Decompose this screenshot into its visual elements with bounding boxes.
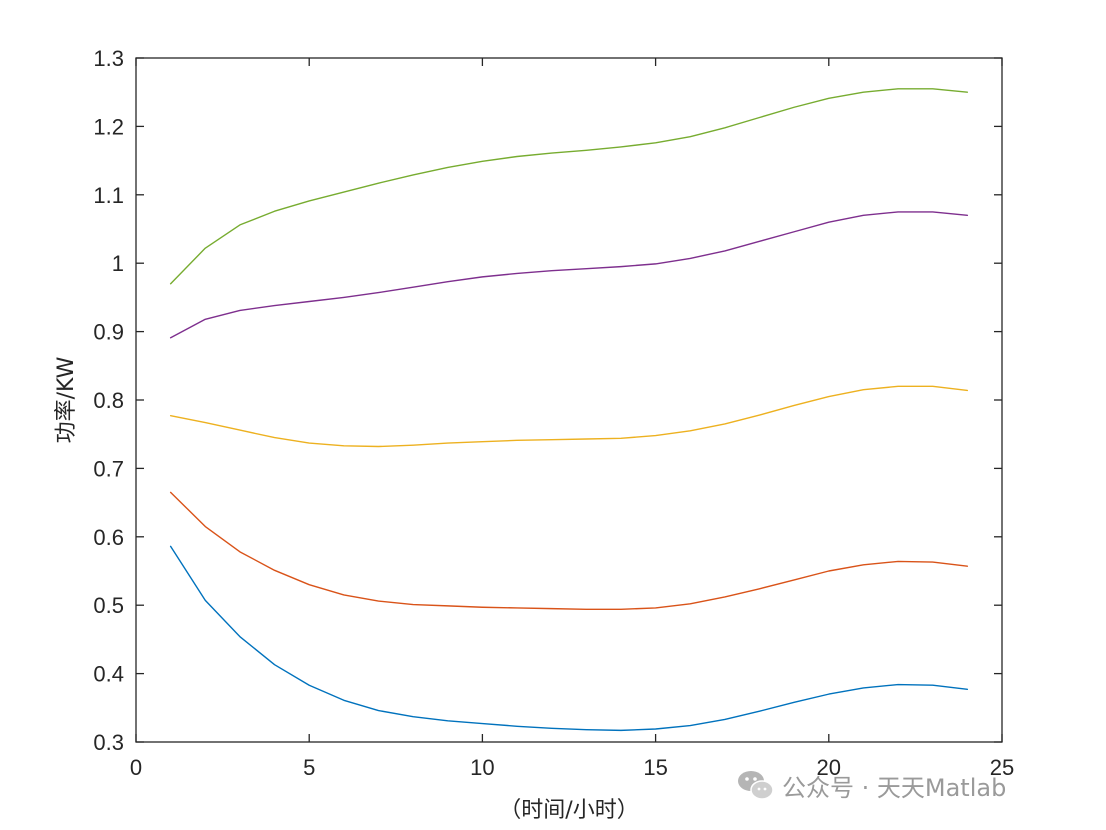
plot-background [136,58,1002,742]
series-line-2 [169,491,969,610]
x-tick-label: 0 [130,755,142,780]
y-tick-label: 1.3 [93,46,124,71]
y-tick-label: 1 [112,251,124,276]
y-tick-label: 0.9 [93,320,124,345]
y-tick-label: 0.6 [93,525,124,550]
watermark-text: 公众号 · 天天Matlab [782,774,1006,802]
series-line-1 [169,545,969,732]
y-tick-label: 0.7 [93,456,124,481]
y-tick-labels: 0.3 0.4 0.5 0.6 0.7 0.8 0.9 1 1.1 1.2 1.3 [93,46,124,755]
series-line-4 [169,211,969,339]
x-tick-label: 25 [990,755,1014,780]
y-tick-label: 0.4 [93,662,124,687]
y-tick-label: 0.8 [93,388,124,413]
x-tick-label: 20 [817,755,841,780]
y-axis-label: 功率/KW [54,356,79,443]
y-tick-label: 0.5 [93,593,124,618]
watermark: 公众号 · 天天Matlab [738,771,1006,802]
x-tick-label: 10 [470,755,494,780]
x-tick-labels: 0 5 10 15 20 25 [130,755,1014,780]
x-tick-label: 15 [643,755,667,780]
series-line-3 [169,385,969,448]
series-line-5 [169,88,969,285]
x-tick-label: 5 [303,755,315,780]
y-tick-label: 1.2 [93,114,124,139]
series-layer [169,88,969,732]
ticks-layer [135,57,1003,743]
y-tick-label: 1.1 [93,183,124,208]
x-axis-label: （时间/小时） [499,798,638,823]
wechat-icon [738,771,774,800]
y-tick-label: 0.3 [93,730,124,755]
